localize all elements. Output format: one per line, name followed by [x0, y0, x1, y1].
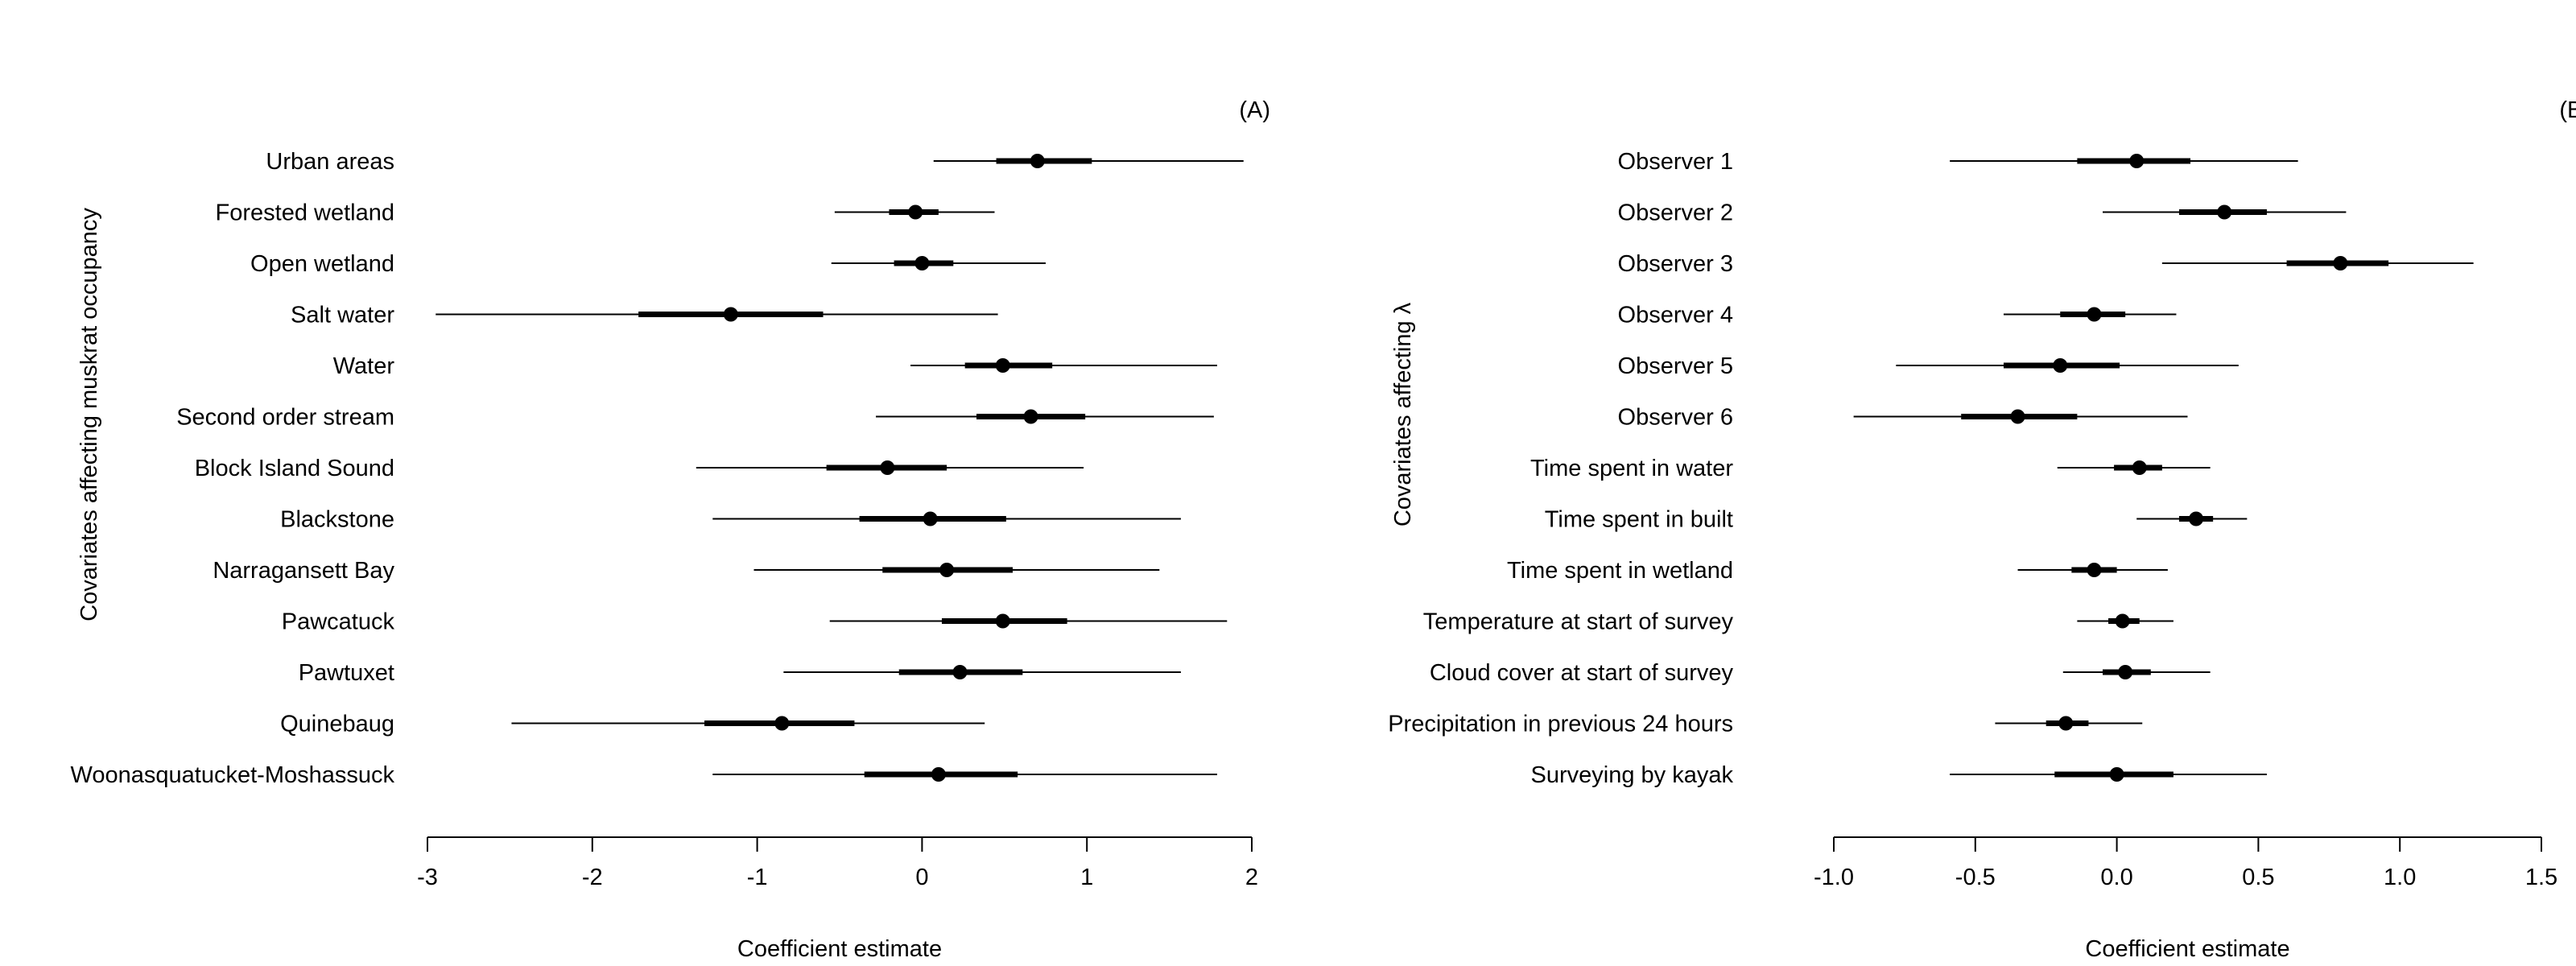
estimate-point	[1030, 154, 1045, 168]
x-axis-title: Coefficient estimate	[737, 936, 942, 962]
x-tick-label: 0	[915, 865, 928, 890]
estimate-point	[2058, 716, 2074, 731]
covariate-row: Forested wetland	[216, 200, 995, 226]
covariate-row: Open wetland	[250, 251, 1046, 277]
covariate-label: Water	[333, 353, 395, 379]
covariate-row: Blackstone	[280, 507, 1181, 533]
covariate-row: Observer 4	[1618, 303, 2177, 328]
x-tick-label: -3	[417, 865, 438, 890]
x-tick-label: 1.5	[2525, 865, 2557, 890]
covariate-label: Observer 6	[1618, 405, 1733, 431]
covariate-label: Second order stream	[176, 405, 394, 431]
estimate-point	[2109, 767, 2124, 782]
covariate-row: Time spent in water	[1530, 456, 2211, 481]
covariate-row: Second order stream	[176, 405, 1214, 431]
covariate-label: Forested wetland	[216, 200, 394, 226]
covariate-label: Surveying by kayak	[1531, 762, 1734, 788]
estimate-point	[931, 767, 946, 782]
covariate-label: Cloud cover at start of survey	[1430, 660, 1734, 686]
y-axis-title: Covariates affecting λ	[1390, 302, 1416, 526]
covariate-row: Precipitation in previous 24 hours	[1388, 712, 2143, 737]
covariate-row: Surveying by kayak	[1531, 762, 2267, 788]
x-tick-label: 1	[1080, 865, 1093, 890]
estimate-point	[923, 511, 938, 526]
estimate-point	[2118, 665, 2133, 679]
covariate-label: Open wetland	[250, 251, 394, 277]
estimate-point	[2010, 409, 2025, 424]
x-axis-title: Coefficient estimate	[2085, 936, 2289, 962]
covariate-label: Salt water	[291, 303, 394, 328]
covariate-label: Observer 1	[1618, 149, 1733, 175]
covariate-row: Salt water	[291, 303, 998, 328]
estimate-point	[880, 460, 895, 475]
x-tick-label: 0.0	[2100, 865, 2132, 890]
covariate-row: Narragansett Bay	[213, 558, 1160, 584]
covariate-row: Cloud cover at start of survey	[1430, 660, 2211, 686]
covariate-label: Time spent in built	[1545, 507, 1733, 533]
covariate-row: Observer 6	[1618, 405, 2188, 431]
estimate-point	[2115, 613, 2130, 629]
estimate-point	[2189, 511, 2204, 526]
covariate-label: Urban areas	[266, 149, 394, 175]
covariate-row: Water	[333, 353, 1217, 379]
covariate-row: Time spent in built	[1545, 507, 2248, 533]
estimate-point	[939, 563, 955, 577]
x-tick-label: -1.0	[1814, 865, 1854, 890]
covariate-label: Observer 3	[1618, 251, 1733, 277]
estimate-point	[1023, 409, 1038, 424]
x-tick-label: 1.0	[2384, 865, 2416, 890]
covariate-row: Temperature at start of survey	[1423, 609, 2174, 635]
covariate-label: Pawtuxet	[299, 660, 394, 686]
covariate-row: Pawcatuck	[282, 609, 1228, 635]
x-tick-label: -0.5	[1955, 865, 1996, 890]
covariate-row: Observer 5	[1618, 353, 2239, 379]
estimate-point	[2333, 256, 2348, 270]
estimate-point	[908, 204, 923, 220]
panel-label: (B)	[2559, 97, 2576, 123]
covariate-row: Observer 2	[1618, 200, 2347, 226]
estimate-point	[2087, 563, 2102, 577]
estimate-point	[2132, 460, 2147, 475]
covariate-label: Observer 4	[1618, 303, 1733, 328]
estimate-point	[774, 716, 790, 731]
covariate-label: Blackstone	[280, 507, 394, 533]
covariate-row: Pawtuxet	[299, 660, 1181, 686]
y-axis-title: Covariates affecting muskrat occupancy	[76, 208, 102, 621]
x-tick-label: -1	[747, 865, 768, 890]
covariate-label: Temperature at start of survey	[1423, 609, 1734, 635]
covariate-label: Quinebaug	[280, 712, 394, 737]
estimate-point	[914, 256, 930, 270]
panel-a-forest-plot: (A) Covariates affecting muskrat occupanc…	[71, 97, 1270, 962]
x-tick-label: -2	[582, 865, 603, 890]
covariate-label: Narragansett Bay	[213, 558, 394, 584]
covariate-label: Time spent in wetland	[1507, 558, 1733, 584]
x-tick-label: 2	[1245, 865, 1258, 890]
panel-label: (A)	[1239, 97, 1270, 123]
estimate-point	[2053, 358, 2068, 373]
covariate-row: Woonasquatucket-Moshassuck	[71, 762, 1217, 788]
covariate-label: Observer 2	[1618, 200, 1733, 226]
estimate-point	[995, 613, 1010, 629]
covariate-row: Observer 3	[1618, 251, 2474, 277]
covariate-label: Time spent in water	[1530, 456, 1733, 481]
covariate-row: Quinebaug	[280, 712, 985, 737]
panel-b-forest-plot: (B) Covariates affecting λ -1.0 -0.5 0.0 0.5 1…	[1388, 97, 2576, 962]
covariate-label: Observer 5	[1618, 353, 1733, 379]
covariate-label: Woonasquatucket-Moshassuck	[71, 762, 395, 788]
estimate-point	[723, 307, 738, 322]
covariate-label: Block Island Sound	[195, 456, 394, 481]
estimate-point	[952, 665, 968, 679]
estimate-point	[2129, 154, 2145, 168]
covariate-row: Time spent in wetland	[1507, 558, 2168, 584]
estimate-point	[2087, 307, 2102, 322]
covariate-label: Pawcatuck	[282, 609, 395, 635]
estimate-point	[995, 358, 1010, 373]
covariate-row: Block Island Sound	[195, 456, 1084, 481]
covariate-row: Urban areas	[266, 149, 1244, 175]
x-tick-label: 0.5	[2242, 865, 2274, 890]
estimate-point	[2217, 204, 2232, 220]
covariate-label: Precipitation in previous 24 hours	[1388, 712, 1733, 737]
covariate-row: Observer 1	[1618, 149, 2298, 175]
